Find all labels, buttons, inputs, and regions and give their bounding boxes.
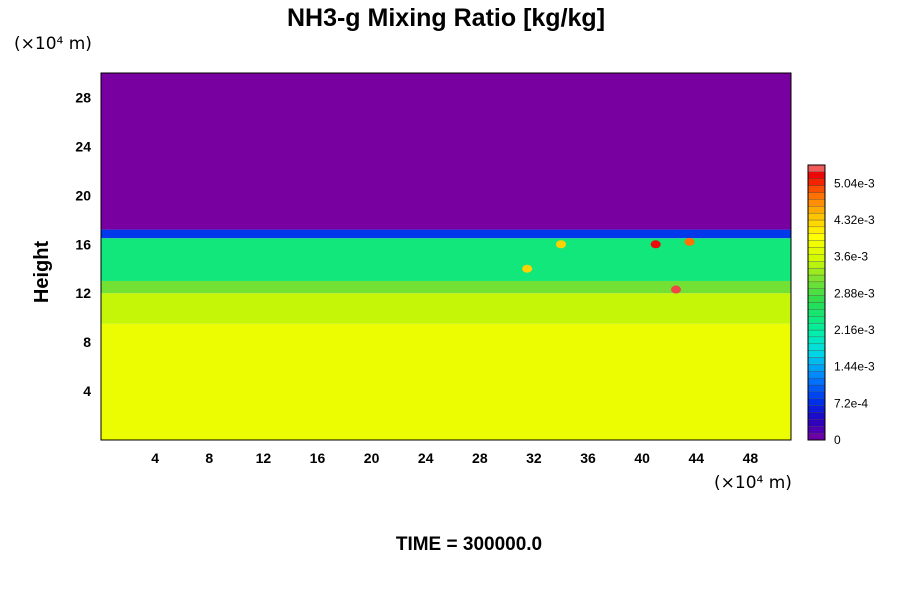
y-tick-label: 24 — [75, 138, 91, 154]
y-tick-label: 12 — [75, 285, 91, 301]
colorbar-segment — [807, 164, 826, 173]
colorbar-segment — [807, 364, 826, 372]
colorbar-segment — [807, 254, 826, 262]
colorbar-segment — [807, 357, 826, 365]
colorbar-segment — [807, 309, 826, 317]
colorbar-tick-label: 0 — [834, 433, 841, 447]
colorbar-segment — [807, 274, 826, 283]
colorbar-segment — [807, 247, 826, 255]
colorbar-tick-label: 1.44e-3 — [834, 360, 875, 374]
colorbar-segment — [807, 412, 826, 420]
colorbar — [807, 164, 826, 441]
x-tick-label: 12 — [256, 450, 272, 466]
profile-band-1 — [101, 293, 791, 324]
feature-blob-0 — [650, 240, 661, 249]
colorbar-segment — [807, 391, 826, 399]
colorbar-frame — [807, 164, 826, 441]
y-tick-label: 16 — [75, 236, 91, 252]
colorbar-segment — [807, 240, 826, 248]
x-tick-label: 24 — [418, 450, 434, 466]
colorbar-segment — [807, 371, 826, 379]
profile-band-5 — [101, 73, 791, 230]
y-tick-label: 28 — [75, 89, 91, 105]
colorbar-segment — [807, 322, 826, 331]
colorbar-segment — [807, 432, 826, 441]
x-tick-label: 28 — [472, 450, 488, 466]
colorbar-segment — [807, 288, 826, 296]
feature-blob-2 — [671, 285, 681, 294]
profile-band-4 — [101, 229, 791, 239]
y-tick-label: 8 — [83, 334, 91, 350]
colorbar-segment — [807, 377, 826, 386]
colorbar-segment — [807, 343, 826, 351]
colorbar-segment — [807, 329, 826, 338]
colorbar-segment — [807, 281, 826, 289]
colorbar-segment — [807, 212, 826, 221]
colorbar-segment — [807, 384, 826, 393]
colorbar-segment — [807, 226, 826, 234]
x-tick-label: 32 — [526, 450, 542, 466]
y-tick-labels: 4 8 12 16 20 24 28 — [75, 89, 91, 399]
profile-band-0 — [101, 323, 791, 440]
colorbar-segment — [807, 261, 826, 269]
colorbar-tick-labels: 0 7.2e-4 1.44e-3 2.16e-3 2.88e-3 3.6e-3 4.32e-… — [834, 176, 875, 447]
colorbar-tick-label: 3.6e-3 — [834, 250, 868, 264]
time-label: TIME = 300000.0 — [396, 534, 542, 555]
x-tick-label: 16 — [310, 450, 326, 466]
colorbar-segment — [807, 192, 826, 200]
colorbar-tick-label: 2.88e-3 — [834, 286, 875, 300]
colorbar-segment — [807, 267, 826, 276]
x-tick-labels: 4 8 12 16 20 24 28 32 36 40 44 48 — [151, 450, 758, 466]
x-tick-label: 44 — [689, 450, 705, 466]
colorbar-segment — [807, 426, 826, 434]
feature-blob-1 — [684, 237, 695, 246]
colorbar-tick-label: 5.04e-3 — [834, 176, 875, 190]
colorbar-segment — [807, 302, 826, 310]
colorbar-segment — [807, 178, 826, 186]
colorbar-segment — [807, 336, 826, 344]
y-tick-label: 4 — [83, 383, 91, 399]
x-tick-label: 40 — [634, 450, 650, 466]
colorbar-segment — [807, 419, 826, 427]
colorbar-segment — [807, 398, 826, 406]
profile-band-3 — [101, 238, 791, 281]
colorbar-tick-label: 4.32e-3 — [834, 213, 875, 227]
y-unit-label: (×10⁴ m) — [14, 34, 92, 54]
x-tick-label: 8 — [205, 450, 213, 466]
x-unit-label: (×10⁴ m) — [714, 473, 792, 493]
plot-area — [100, 72, 792, 441]
x-tick-label: 48 — [743, 450, 759, 466]
chart-title: NH3-g Mixing Ratio [kg/kg] — [287, 4, 605, 32]
profile-band-2 — [101, 280, 791, 294]
colorbar-segment — [807, 316, 826, 324]
colorbar-segment — [807, 206, 826, 214]
colorbar-segment — [807, 295, 826, 303]
plot-frame — [100, 72, 792, 441]
colorbar-segment — [807, 233, 826, 241]
x-tick-label: 4 — [151, 450, 159, 466]
colorbar-segment — [807, 171, 826, 179]
colorbar-segment — [807, 185, 826, 193]
colorbar-tick-label: 2.16e-3 — [834, 323, 875, 337]
colorbar-segment — [807, 219, 826, 228]
x-tick-label: 20 — [364, 450, 380, 466]
y-axis-label: Height — [31, 241, 53, 304]
colorbar-tick-label: 7.2e-4 — [834, 396, 868, 410]
colorbar-segment — [807, 405, 826, 413]
colorbar-segment — [807, 350, 826, 358]
y-tick-label: 20 — [75, 187, 91, 203]
feature-blob-3 — [556, 240, 566, 249]
colorbar-segment — [807, 199, 826, 207]
feature-blob-4 — [522, 264, 533, 273]
x-tick-label: 36 — [580, 450, 596, 466]
